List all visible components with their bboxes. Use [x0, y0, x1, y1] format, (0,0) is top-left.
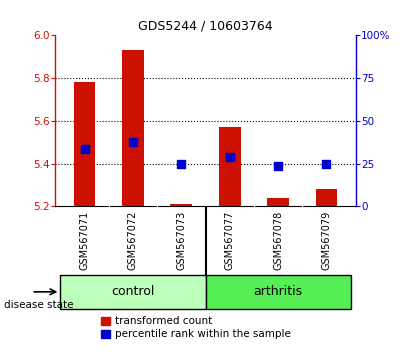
- Text: GSM567071: GSM567071: [79, 211, 90, 270]
- Bar: [316, 189, 337, 206]
- Point: [178, 161, 185, 166]
- Title: GDS5244 / 10603764: GDS5244 / 10603764: [138, 20, 273, 33]
- Legend: transformed count, percentile rank within the sample: transformed count, percentile rank withi…: [97, 312, 296, 344]
- Point: [275, 163, 282, 169]
- Bar: [219, 127, 240, 206]
- Bar: [122, 50, 144, 206]
- Point: [323, 161, 330, 166]
- Text: GSM567079: GSM567079: [321, 211, 332, 270]
- Text: GSM567073: GSM567073: [176, 211, 186, 270]
- Point: [129, 139, 136, 145]
- FancyBboxPatch shape: [60, 275, 206, 309]
- Bar: [171, 204, 192, 206]
- FancyBboxPatch shape: [206, 275, 351, 309]
- Bar: [267, 198, 289, 206]
- Text: GSM567078: GSM567078: [273, 211, 283, 270]
- Text: GSM567072: GSM567072: [128, 211, 138, 270]
- Bar: [74, 82, 95, 206]
- Text: control: control: [111, 285, 155, 298]
- Point: [81, 146, 88, 152]
- Text: GSM567077: GSM567077: [225, 211, 235, 270]
- Text: arthritis: arthritis: [254, 285, 302, 298]
- Text: disease state: disease state: [4, 300, 74, 310]
- Point: [226, 154, 233, 160]
